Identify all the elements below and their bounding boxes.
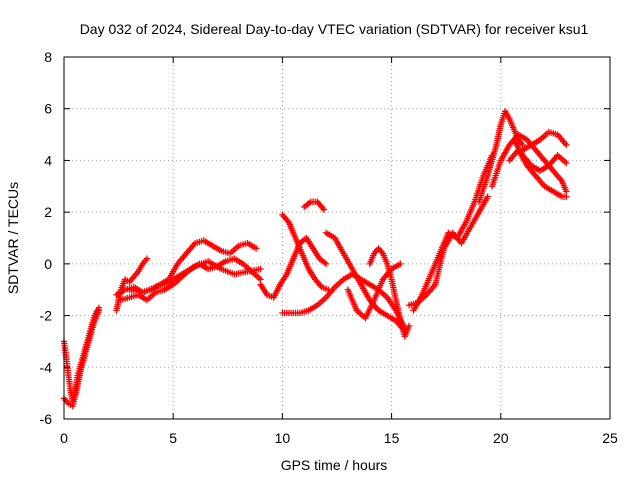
y-tick-label: 8 [44, 49, 52, 65]
y-tick-labels: -6 -4 -2 0 2 4 6 8 [40, 49, 53, 427]
series-arc-m [366, 245, 413, 340]
series-arc-t [510, 136, 570, 174]
data-point [322, 260, 330, 268]
data-point [405, 322, 413, 330]
y-axis-title: SDTVAR / TECUs [5, 182, 21, 294]
axis-ticks [63, 56, 611, 420]
series-arc-d [113, 237, 260, 299]
series-arc-p [475, 108, 526, 205]
chart-title: Day 032 of 2024, Sidereal Day-to-day VTE… [80, 21, 589, 37]
data-points [60, 108, 570, 410]
series-arc-f [126, 258, 264, 296]
data-point [257, 265, 264, 273]
series-arc-j [301, 198, 328, 213]
series-arc-e [117, 255, 264, 304]
y-tick-label: -2 [40, 308, 53, 324]
x-tick-label: 10 [275, 430, 291, 446]
y-tick-label: -4 [40, 359, 53, 375]
y-tick-label: -6 [40, 411, 53, 427]
series-arc-s [519, 128, 570, 154]
series-arc-g [257, 234, 330, 301]
data-point [320, 206, 328, 213]
x-tick-label: 5 [169, 430, 177, 446]
data-point [563, 193, 570, 200]
y-tick-label: 6 [44, 101, 52, 117]
data-point [143, 255, 151, 262]
x-tick-labels: 0 5 10 15 20 25 [60, 430, 618, 446]
y-tick-label: 2 [44, 204, 52, 220]
y-tick-label: 4 [44, 152, 52, 168]
plot-frame [63, 56, 611, 420]
data-point [95, 307, 103, 314]
x-tick-label: 20 [493, 430, 509, 446]
x-tick-label: 15 [384, 430, 400, 446]
x-tick-label: 25 [602, 430, 618, 446]
data-point [397, 260, 404, 268]
series-arc-n [405, 193, 491, 309]
series-arc-c [113, 255, 151, 314]
series-arc-l [344, 260, 404, 322]
data-point [484, 193, 491, 200]
data-point [563, 141, 570, 149]
x-axis-title: GPS time / hours [281, 457, 388, 473]
series-arc-h [279, 211, 332, 293]
y-tick-label: 0 [44, 256, 52, 272]
series-arc-i [279, 271, 408, 332]
data-point [252, 245, 260, 252]
data-point [563, 159, 570, 167]
x-tick-label: 0 [60, 430, 68, 446]
